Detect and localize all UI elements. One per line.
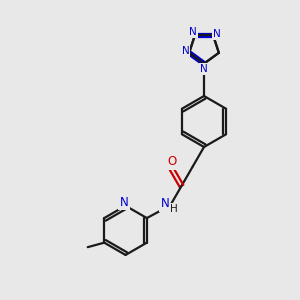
Text: H: H: [170, 204, 178, 214]
Text: N: N: [190, 27, 197, 37]
Text: O: O: [168, 155, 177, 168]
Text: N: N: [213, 29, 220, 39]
Text: N: N: [160, 197, 169, 211]
Text: N: N: [120, 196, 128, 209]
Text: N: N: [182, 46, 189, 56]
Text: N: N: [200, 64, 208, 74]
